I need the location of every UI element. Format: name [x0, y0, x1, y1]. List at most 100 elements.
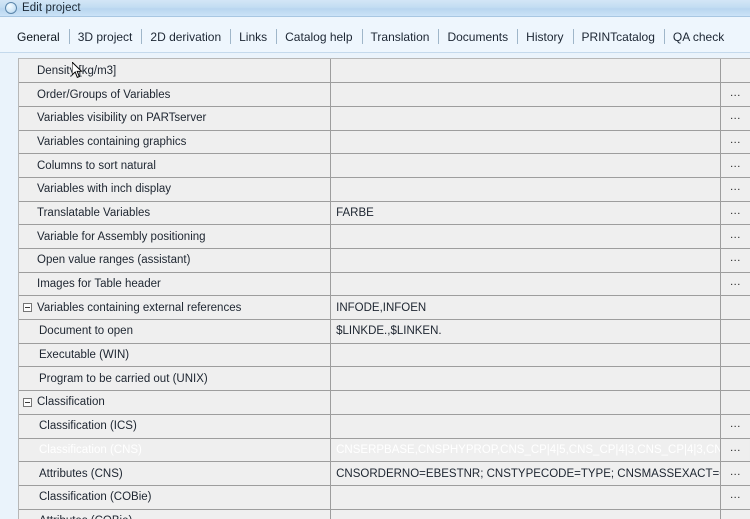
table-row[interactable]: Classification	[19, 390, 750, 415]
row-label-cell[interactable]: Executable (WIN)	[19, 343, 332, 368]
tab-translation[interactable]: Translation	[361, 28, 439, 48]
table-row[interactable]: Variables containing external references…	[19, 295, 750, 321]
row-label-cell[interactable]: Open value ranges (assistant)	[19, 248, 332, 273]
tab-3d-project[interactable]: 3D project	[68, 28, 142, 48]
table-row[interactable]: Classification (COBie)...	[19, 485, 750, 510]
row-value-cell[interactable]	[330, 248, 721, 273]
row-ellipsis-button[interactable]: ...	[720, 509, 750, 519]
ellipsis-icon: ...	[730, 181, 741, 194]
row-value-cell[interactable]: CNSORDERNO=EBESTNR; CNSTYPECODE=TYPE; CN…	[330, 461, 721, 486]
row-label-cell[interactable]: Variables containing external references	[19, 295, 332, 321]
row-label-cell[interactable]: Translatable Variables	[19, 201, 332, 226]
table-row[interactable]: Density [kg/m3]	[19, 59, 750, 84]
row-value-cell[interactable]	[330, 343, 721, 368]
row-ellipsis-button[interactable]: ...	[720, 461, 750, 486]
table-row[interactable]: Attributes (CNS) CNSORDERNO=EBESTNR; CNST…	[19, 461, 750, 486]
table-row[interactable]: Columns to sort natural...	[19, 153, 750, 178]
row-value-cell[interactable]	[330, 272, 721, 297]
row-ellipsis-button[interactable]: ...	[720, 248, 750, 273]
table-row[interactable]: Variables visibility on PARTserver...	[19, 106, 750, 131]
row-label-cell[interactable]: Document to open	[19, 319, 332, 344]
tab-bar[interactable]: General 3D project 2D derivation Links Catal…	[0, 17, 750, 53]
ellipsis-icon: ...	[730, 110, 741, 123]
row-label: Variables visibility on PARTserver	[37, 112, 207, 125]
row-label-cell[interactable]: Classification	[19, 390, 332, 415]
tab-general[interactable]: General	[17, 30, 60, 44]
table-row[interactable]: Open value ranges (assistant)...	[19, 248, 750, 273]
table-row[interactable]: Attributes (COBie)...	[19, 509, 750, 519]
table-row[interactable]: Program to be carried out (UNIX)	[19, 366, 750, 392]
row-label: Variables containing external references	[37, 301, 242, 314]
row-ellipsis-button[interactable]: ...	[720, 414, 750, 439]
row-value-cell[interactable]	[330, 177, 721, 202]
row-value-cell[interactable]	[330, 130, 721, 155]
tab-2d-derivation[interactable]: 2D derivation	[141, 28, 230, 48]
row-value-cell[interactable]	[330, 509, 721, 519]
row-ellipsis-button[interactable]: ...	[720, 82, 750, 107]
tab-qa-check[interactable]: QA check	[663, 28, 733, 48]
row-value-cell[interactable]	[330, 224, 721, 249]
table-row[interactable]: Variables containing graphics...	[19, 130, 750, 155]
row-label: Program to be carried out (UNIX)	[39, 372, 208, 385]
ellipsis-icon: ...	[730, 252, 741, 265]
row-ellipsis-button[interactable]: ...	[720, 201, 750, 226]
row-value-cell[interactable]	[330, 153, 721, 178]
table-row[interactable]: Translatable Variables FARBE...	[19, 201, 750, 226]
row-value-cell[interactable]	[330, 366, 721, 392]
title-bar: Edit project	[0, 0, 750, 17]
row-value-cell[interactable]	[330, 82, 721, 107]
properties-grid-panel[interactable]: Density [kg/m3] Order/Groups of Variables…	[18, 58, 750, 519]
tab-history[interactable]: History	[517, 28, 572, 48]
row-label-cell[interactable]: Density [kg/m3]	[19, 59, 332, 84]
row-value-cell[interactable]	[330, 414, 721, 439]
row-value-cell[interactable]: FARBE	[330, 201, 721, 226]
tab-catalog-help[interactable]: Catalog help	[276, 28, 361, 48]
table-row[interactable]: Classification (CNS) CNSERPBASE,CNSPHYPRO…	[19, 437, 750, 463]
row-label-cell[interactable]: Variables visibility on PARTserver	[19, 106, 332, 131]
tab-printcatalog[interactable]: PRINTcatalog	[572, 28, 664, 48]
row-label-cell[interactable]: Classification (ICS)	[19, 414, 332, 439]
row-label-cell[interactable]: Images for Table header	[19, 272, 332, 297]
row-ellipsis-button[interactable]: ...	[720, 130, 750, 155]
row-label: Classification (CNS)	[39, 443, 142, 456]
row-label-cell[interactable]: Columns to sort natural	[19, 153, 332, 178]
row-value-cell[interactable]	[330, 59, 721, 84]
row-label-cell[interactable]: Variable for Assembly positioning	[19, 224, 332, 249]
row-label-cell[interactable]: Program to be carried out (UNIX)	[19, 366, 332, 392]
tab-links[interactable]: Links	[230, 28, 276, 48]
row-label-cell[interactable]: Variables with inch display	[19, 177, 332, 202]
table-row[interactable]: Images for Table header...	[19, 272, 750, 297]
table-row[interactable]: Order/Groups of Variables...	[19, 82, 750, 107]
row-value-cell[interactable]: CNSERPBASE,CNSPHYPROP,CNS_CP|4|5,CNS_CP|…	[330, 438, 721, 463]
row-label: Variables containing graphics	[37, 135, 187, 148]
row-value-cell[interactable]	[330, 390, 721, 415]
row-label-cell[interactable]: Attributes (CNS)	[19, 461, 332, 486]
window-title: Edit project	[22, 2, 81, 14]
row-label-cell[interactable]: Attributes (COBie)	[19, 509, 332, 519]
ellipsis-icon: ...	[730, 441, 741, 454]
row-value-cell[interactable]: $LINKDE.,$LINKEN.	[330, 319, 721, 344]
row-button-cell-empty	[720, 319, 750, 344]
table-row[interactable]: Classification (ICS)...	[19, 414, 750, 439]
row-ellipsis-button[interactable]: ...	[720, 224, 750, 249]
row-value-cell[interactable]	[330, 106, 721, 131]
row-ellipsis-button[interactable]: ...	[719, 437, 750, 463]
table-row[interactable]: Document to open $LINKDE.,$LINKEN.	[19, 319, 750, 344]
row-ellipsis-button[interactable]: ...	[720, 485, 750, 510]
row-value-cell[interactable]: INFODE,INFOEN	[330, 295, 721, 321]
row-ellipsis-button[interactable]: ...	[720, 177, 750, 202]
row-ellipsis-button[interactable]: ...	[720, 153, 750, 178]
row-label-cell[interactable]: Variables containing graphics	[19, 130, 332, 155]
table-row[interactable]: Variable for Assembly positioning...	[19, 224, 750, 249]
collapse-minus-icon[interactable]	[23, 303, 32, 313]
collapse-minus-icon[interactable]	[23, 397, 32, 407]
table-row[interactable]: Variables with inch display...	[19, 177, 750, 202]
row-label-cell[interactable]: Classification (CNS)	[19, 438, 332, 463]
row-ellipsis-button[interactable]: ...	[720, 272, 750, 297]
row-value-cell[interactable]	[330, 485, 721, 510]
tab-documents[interactable]: Documents	[438, 28, 517, 48]
row-label-cell[interactable]: Order/Groups of Variables	[19, 82, 332, 107]
table-row[interactable]: Executable (WIN)	[19, 343, 750, 368]
row-ellipsis-button[interactable]: ...	[720, 106, 750, 131]
row-label-cell[interactable]: Classification (COBie)	[19, 485, 332, 510]
